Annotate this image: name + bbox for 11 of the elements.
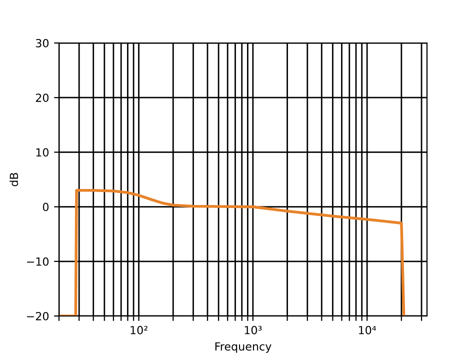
x-tick-label: 10³: [244, 326, 262, 334]
y-axis-title: dB: [10, 172, 18, 186]
y-tick-label: −10: [27, 257, 49, 266]
x-tick-label: 10⁴: [358, 326, 376, 334]
y-tick-label: 20: [36, 94, 49, 102]
y-tick-label: 10: [36, 148, 49, 157]
x-tick-label: 10²: [130, 326, 148, 334]
y-tick-label: −20: [27, 312, 49, 320]
x-axis-title: Frequency: [215, 342, 272, 353]
y-tick-label: 30: [36, 38, 49, 48]
y-tick-label: 0: [42, 202, 49, 212]
